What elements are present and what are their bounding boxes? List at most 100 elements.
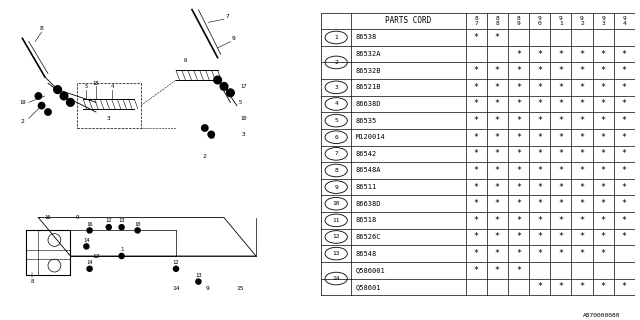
Text: 4: 4	[334, 101, 338, 107]
Text: *: *	[516, 233, 521, 242]
Text: 8: 8	[334, 168, 338, 173]
Text: *: *	[516, 166, 521, 175]
Text: *: *	[516, 216, 521, 225]
Text: 5: 5	[84, 84, 88, 89]
Text: *: *	[495, 199, 500, 208]
Text: *: *	[622, 100, 627, 108]
Text: 14: 14	[83, 237, 90, 243]
Text: 9: 9	[232, 36, 236, 41]
Text: 9: 9	[334, 185, 338, 190]
Text: *: *	[474, 149, 479, 158]
Text: *: *	[579, 282, 584, 291]
Circle shape	[35, 93, 42, 99]
Text: *: *	[495, 133, 500, 142]
Text: *: *	[474, 233, 479, 242]
Text: *: *	[600, 116, 605, 125]
Text: 5: 5	[238, 100, 242, 105]
Text: 12: 12	[106, 218, 112, 223]
Text: 86511: 86511	[356, 184, 377, 190]
Text: 86518: 86518	[356, 217, 377, 223]
Text: 6: 6	[184, 58, 188, 63]
Text: PARTS CORD: PARTS CORD	[385, 16, 431, 25]
Text: *: *	[579, 133, 584, 142]
Text: *: *	[516, 266, 521, 275]
Text: *: *	[537, 116, 542, 125]
Text: *: *	[600, 149, 605, 158]
Text: *: *	[495, 66, 500, 75]
Text: *: *	[474, 33, 479, 42]
Text: 3: 3	[241, 132, 245, 137]
Text: 2: 2	[20, 119, 24, 124]
Text: 86548: 86548	[356, 251, 377, 257]
Text: 11: 11	[332, 218, 340, 223]
Text: 86521B: 86521B	[356, 84, 381, 90]
Text: *: *	[558, 83, 563, 92]
Circle shape	[119, 225, 124, 230]
Text: 86535: 86535	[356, 118, 377, 124]
Text: *: *	[600, 249, 605, 258]
Text: 8
8: 8 8	[495, 16, 499, 26]
Text: 4: 4	[110, 84, 114, 89]
Text: *: *	[622, 149, 627, 158]
Text: *: *	[558, 133, 563, 142]
Text: 18: 18	[93, 81, 99, 86]
Text: *: *	[537, 50, 542, 59]
Text: *: *	[537, 100, 542, 108]
Text: *: *	[537, 183, 542, 192]
Text: *: *	[516, 183, 521, 192]
Text: *: *	[474, 83, 479, 92]
Text: *: *	[516, 83, 521, 92]
Text: *: *	[558, 216, 563, 225]
Text: 17: 17	[240, 84, 246, 89]
Text: *: *	[537, 149, 542, 158]
Text: *: *	[474, 66, 479, 75]
Text: *: *	[537, 66, 542, 75]
Text: 86638D: 86638D	[356, 201, 381, 207]
Text: *: *	[579, 166, 584, 175]
Text: *: *	[600, 66, 605, 75]
Text: *: *	[516, 66, 521, 75]
Text: *: *	[579, 50, 584, 59]
Text: *: *	[558, 149, 563, 158]
Text: 86548A: 86548A	[356, 167, 381, 173]
Text: 86538: 86538	[356, 35, 377, 41]
Text: *: *	[537, 166, 542, 175]
Text: *: *	[579, 249, 584, 258]
Text: *: *	[537, 133, 542, 142]
Text: *: *	[622, 83, 627, 92]
Text: *: *	[600, 282, 605, 291]
Text: *: *	[622, 50, 627, 59]
Text: *: *	[495, 166, 500, 175]
Text: *: *	[558, 282, 563, 291]
Text: 19: 19	[19, 100, 26, 105]
Text: 9: 9	[206, 285, 210, 291]
Text: *: *	[558, 233, 563, 242]
Circle shape	[227, 89, 234, 97]
Text: *: *	[474, 166, 479, 175]
Text: *: *	[474, 133, 479, 142]
Text: *: *	[516, 116, 521, 125]
Text: *: *	[622, 199, 627, 208]
Circle shape	[106, 225, 111, 230]
Text: *: *	[600, 50, 605, 59]
Text: 7: 7	[334, 151, 338, 156]
Text: *: *	[495, 83, 500, 92]
Text: 14: 14	[86, 260, 93, 265]
Text: 3: 3	[334, 85, 338, 90]
Text: *: *	[622, 66, 627, 75]
Text: M120014: M120014	[356, 134, 385, 140]
Text: 2: 2	[203, 154, 207, 159]
Text: 9
1: 9 1	[559, 16, 563, 26]
Circle shape	[208, 131, 214, 138]
Text: 86532A: 86532A	[356, 51, 381, 57]
Text: 12: 12	[332, 235, 340, 239]
Text: *: *	[495, 249, 500, 258]
Text: 14: 14	[172, 285, 180, 291]
Text: 16: 16	[86, 221, 93, 227]
Text: 7: 7	[225, 13, 229, 19]
Circle shape	[67, 99, 74, 106]
Text: *: *	[495, 33, 500, 42]
Text: *: *	[495, 183, 500, 192]
Text: 8
7: 8 7	[474, 16, 478, 26]
Text: *: *	[600, 133, 605, 142]
